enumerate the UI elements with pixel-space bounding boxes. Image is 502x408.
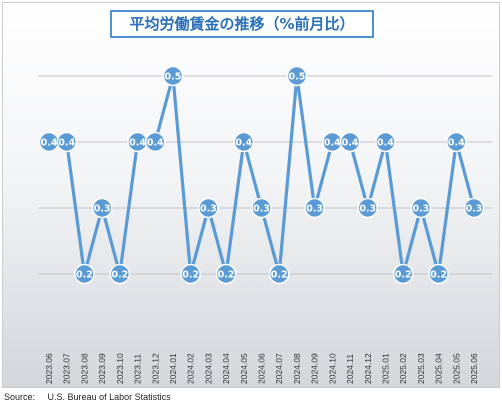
x-tick-label: 2024.02 <box>186 353 196 384</box>
data-point <box>74 263 95 285</box>
x-tick-label: 2025.05 <box>451 353 461 384</box>
x-tick-label: 2025.06 <box>469 353 479 384</box>
x-tick-label: 2024.05 <box>239 353 249 384</box>
data-point <box>109 263 131 285</box>
data-label: 0.3 <box>412 204 429 215</box>
x-tick-label: 2024.09 <box>310 353 320 384</box>
data-label: 0.5 <box>288 72 305 83</box>
data-label: 0.2 <box>76 270 93 281</box>
data-point <box>357 197 378 219</box>
data-point <box>463 197 485 219</box>
data-point <box>233 131 255 153</box>
data-point <box>392 263 414 285</box>
data-point <box>268 263 290 285</box>
data-point <box>162 65 184 87</box>
x-tick-label: 2023.11 <box>133 354 143 384</box>
data-point <box>145 131 166 153</box>
data-label: 0.4 <box>324 138 341 149</box>
data-label: 0.2 <box>218 270 235 281</box>
source-text: U.S. Bureau of Labor Statistics <box>47 392 171 402</box>
chart-title: 平均労働賃金の推移（%前月比） <box>110 10 374 38</box>
x-tick-label: 2025.02 <box>398 353 408 384</box>
x-tick-label: 2025.04 <box>434 353 444 384</box>
data-label: 0.4 <box>235 138 252 149</box>
data-point <box>215 263 237 285</box>
x-tick-label: 2023.08 <box>79 353 89 384</box>
data-point <box>428 263 449 285</box>
x-tick-label: 2024.03 <box>203 353 213 384</box>
x-tick-label: 2024.01 <box>168 353 178 384</box>
data-label: 0.4 <box>58 138 75 149</box>
data-label: 0.4 <box>342 138 359 149</box>
data-label: 0.3 <box>200 204 217 215</box>
data-label: 0.5 <box>165 72 182 83</box>
data-point <box>286 65 308 87</box>
data-point <box>339 131 361 153</box>
data-label: 0.4 <box>129 138 146 149</box>
data-label: 0.2 <box>430 270 447 281</box>
x-tick-label: 2023.07 <box>62 353 72 384</box>
data-point <box>410 197 432 219</box>
data-label: 0.4 <box>147 138 164 149</box>
data-label: 0.2 <box>271 270 288 281</box>
x-tick-label: 2024.06 <box>257 353 267 384</box>
data-point <box>375 131 396 153</box>
data-point <box>91 197 113 219</box>
data-label: 0.4 <box>377 138 394 149</box>
x-tick-label: 2024.10 <box>327 353 337 384</box>
x-tick-label: 2023.10 <box>115 353 125 384</box>
data-label: 0.2 <box>182 270 199 281</box>
data-point <box>180 263 201 285</box>
data-label: 0.2 <box>395 270 412 281</box>
data-point <box>198 197 219 219</box>
data-label: 0.3 <box>94 204 111 215</box>
data-point <box>251 197 272 219</box>
data-point <box>56 131 77 153</box>
data-label: 0.3 <box>466 204 483 215</box>
data-label: 0.3 <box>253 204 270 215</box>
x-tick-label: 2024.12 <box>363 353 373 384</box>
series-line <box>49 75 476 275</box>
data-label: 0.4 <box>448 138 465 149</box>
source-label: Source: <box>4 392 36 402</box>
x-tick-label: 2024.08 <box>292 353 302 384</box>
x-tick-label: 2023.09 <box>97 353 107 384</box>
x-tick-label: 2025.03 <box>416 353 426 384</box>
x-tick-label: 2023.12 <box>150 353 160 384</box>
data-label: 0.2 <box>111 270 128 281</box>
data-label: 0.3 <box>306 204 323 215</box>
data-label: 0.4 <box>41 138 58 149</box>
data-point <box>446 131 467 153</box>
x-tick-label: 2024.04 <box>221 353 231 384</box>
source-note: Source: U.S. Bureau of Labor Statistics <box>4 392 171 402</box>
data-label: 0.3 <box>359 204 376 215</box>
x-tick-label: 2025.01 <box>380 353 390 384</box>
x-tick-label: 2024.11 <box>345 354 355 384</box>
x-tick-label: 2023.06 <box>44 353 54 384</box>
data-point <box>304 197 325 219</box>
x-tick-label: 2024.07 <box>274 353 284 384</box>
chart-area <box>2 2 500 388</box>
